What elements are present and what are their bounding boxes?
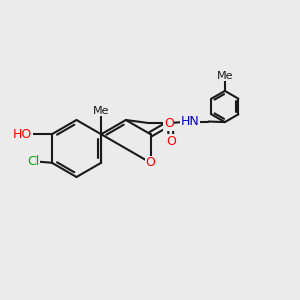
- Text: Me: Me: [217, 71, 233, 81]
- Text: Cl: Cl: [27, 155, 39, 168]
- Text: O: O: [167, 135, 176, 148]
- Text: HN: HN: [181, 115, 200, 128]
- Text: O: O: [146, 156, 155, 169]
- Text: Me: Me: [93, 106, 110, 116]
- Text: HO: HO: [13, 128, 32, 141]
- Text: O: O: [164, 117, 174, 130]
